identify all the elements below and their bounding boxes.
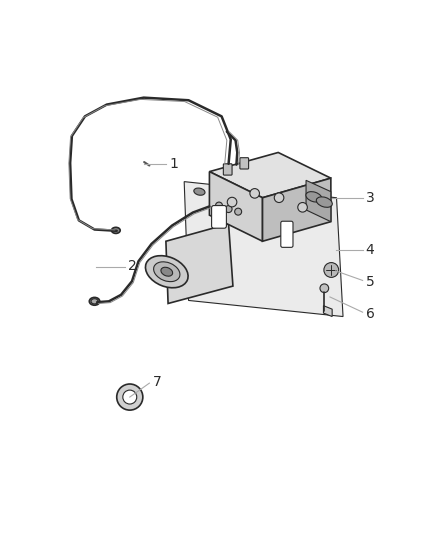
Polygon shape [262, 178, 331, 241]
Ellipse shape [154, 262, 180, 281]
Circle shape [215, 202, 223, 209]
Circle shape [225, 206, 232, 213]
FancyBboxPatch shape [212, 206, 226, 228]
Ellipse shape [145, 256, 188, 288]
Ellipse shape [89, 297, 100, 305]
Text: 5: 5 [366, 274, 374, 289]
Text: 1: 1 [169, 157, 178, 171]
FancyBboxPatch shape [223, 164, 232, 175]
Circle shape [235, 208, 242, 215]
Polygon shape [209, 152, 331, 198]
Ellipse shape [161, 267, 173, 276]
Ellipse shape [112, 228, 120, 233]
Polygon shape [166, 224, 233, 303]
Text: 4: 4 [366, 243, 374, 257]
Ellipse shape [316, 197, 332, 207]
Circle shape [250, 189, 259, 198]
Circle shape [274, 193, 284, 203]
Circle shape [320, 284, 328, 293]
Polygon shape [323, 305, 332, 317]
Text: 6: 6 [366, 306, 374, 320]
Polygon shape [184, 182, 343, 317]
Ellipse shape [194, 188, 205, 195]
Text: 3: 3 [366, 191, 374, 205]
FancyBboxPatch shape [281, 221, 293, 247]
Circle shape [324, 263, 339, 277]
Polygon shape [209, 172, 262, 241]
Ellipse shape [91, 298, 98, 304]
Circle shape [117, 384, 143, 410]
FancyBboxPatch shape [240, 158, 249, 169]
Text: 7: 7 [152, 375, 161, 389]
Circle shape [227, 197, 237, 207]
Circle shape [123, 390, 137, 404]
Circle shape [298, 203, 307, 212]
Polygon shape [306, 180, 331, 222]
Ellipse shape [306, 192, 322, 202]
Text: 2: 2 [128, 260, 137, 273]
